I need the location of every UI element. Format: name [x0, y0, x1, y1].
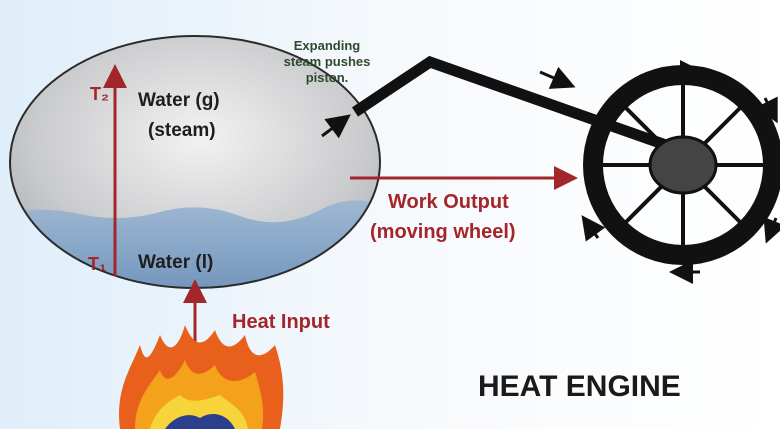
work-label: (moving wheel) [370, 221, 516, 243]
steam-label: (steam) [148, 120, 216, 141]
title: HEAT ENGINE [478, 370, 681, 403]
temp-low-label: T₁ [88, 254, 106, 274]
wheel [583, 65, 780, 265]
steam-label: Water (g) [138, 90, 220, 111]
heat-label: Heat Input [232, 311, 330, 333]
tank-contents [10, 36, 380, 288]
flames [119, 325, 284, 429]
liquid-label: Water (l) [138, 252, 213, 273]
rotation-arrows [539, 60, 780, 284]
piston-note: piston. [306, 70, 349, 85]
work-label: Work Output [388, 191, 509, 213]
temp-high-label: T₂ [90, 84, 109, 104]
piston-note: steam pushes [284, 54, 371, 69]
piston-note: Expanding [294, 38, 361, 53]
